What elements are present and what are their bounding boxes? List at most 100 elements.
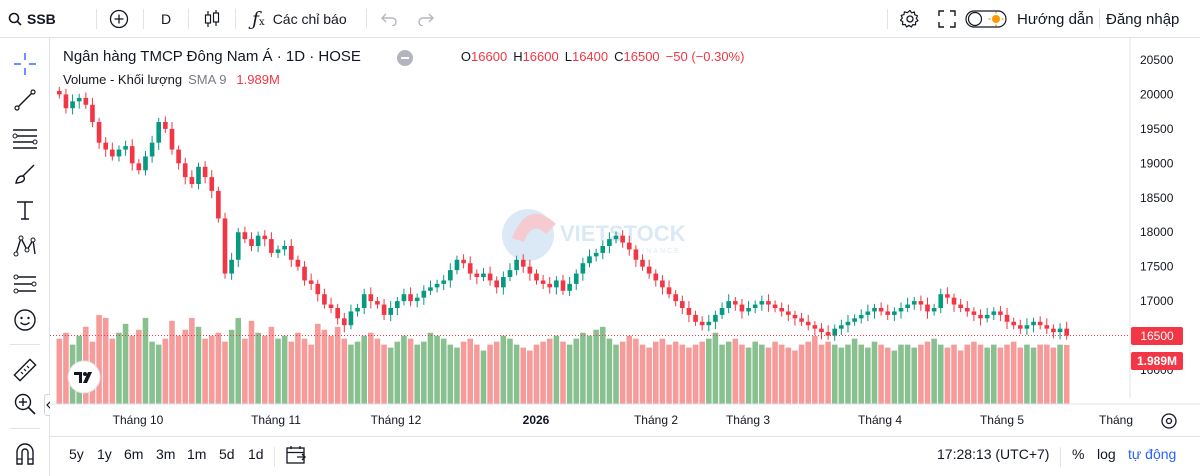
volume-bar [1063, 344, 1070, 404]
measure-tool[interactable] [11, 356, 39, 384]
candle-body [156, 122, 162, 143]
time-axis[interactable]: Tháng 10 Tháng 11 Tháng 12 2026 Tháng 2 Tháng… [113, 413, 1133, 427]
candle-body [898, 308, 904, 312]
candle-body [83, 97, 89, 105]
toolbar-divider [188, 9, 189, 29]
settings-button[interactable] [900, 0, 920, 38]
log-toggle[interactable]: log [1097, 446, 1116, 462]
volume-bar [414, 344, 420, 404]
volume-bar [175, 335, 182, 404]
volume-bar [812, 335, 818, 404]
candle-body [1051, 328, 1056, 333]
price-tick-label: 18000 [1140, 225, 1174, 239]
volume-bar [586, 335, 593, 404]
clock[interactable]: 17:28:13 (UTC+7) [937, 446, 1050, 462]
guide-link[interactable]: Hướng dẫn [1017, 10, 1094, 28]
redo-button[interactable] [417, 0, 435, 38]
candle-body [341, 318, 347, 326]
candle-body [90, 104, 95, 122]
volume-bar [1037, 344, 1043, 404]
login-button[interactable]: Đăng nhập [1106, 10, 1180, 28]
candle-body [308, 280, 314, 284]
range-3m[interactable]: 3m [156, 446, 176, 462]
candle-body [819, 328, 824, 333]
volume-bar [189, 317, 195, 404]
range-1m[interactable]: 1m [187, 446, 207, 462]
candle-body [660, 280, 665, 288]
compare-symbol-button[interactable] [109, 0, 129, 38]
volume-bar [255, 332, 261, 404]
volume-bar [573, 338, 580, 404]
fullscreen-button[interactable] [938, 0, 956, 38]
theme-toggle[interactable] [965, 0, 1007, 38]
auto-scale-toggle[interactable]: tự động [1128, 446, 1177, 462]
candle-body [984, 314, 990, 319]
pattern-tool[interactable] [11, 232, 39, 260]
candle-body [892, 311, 897, 315]
toolbar-divider [274, 447, 275, 467]
range-5y[interactable]: 5y [69, 446, 84, 462]
axis-settings-icon[interactable] [1161, 413, 1177, 429]
range-1d[interactable]: 1d [248, 446, 264, 462]
fib-tool[interactable] [11, 124, 39, 152]
prediction-tool[interactable] [11, 270, 39, 298]
candle-body [686, 308, 692, 315]
candle-body [613, 235, 619, 240]
volume-bar [785, 347, 792, 404]
candle-body [434, 283, 440, 288]
emoji-tool[interactable] [11, 306, 39, 334]
chart-type-button[interactable] [203, 0, 221, 38]
volume-bar [679, 344, 686, 404]
magnet-tool[interactable] [11, 440, 39, 468]
volume-bar [991, 344, 997, 404]
time-tick-label: 2026 [523, 413, 550, 427]
gear-icon [900, 9, 920, 29]
candle-body [646, 266, 652, 274]
percent-toggle[interactable]: % [1072, 446, 1085, 462]
text-tool[interactable] [11, 196, 39, 224]
candle-body [573, 273, 579, 284]
indicators-button[interactable]: ƒx Các chỉ báo [252, 0, 347, 38]
candle-body [474, 273, 480, 277]
price-axis[interactable]: 20500 20000 19500 19000 18500 18000 17500 17000… [1140, 53, 1174, 377]
open-key: O [460, 49, 472, 64]
candle-body [527, 266, 533, 274]
volume-bar [348, 344, 354, 404]
volume-bar [341, 338, 348, 404]
candle-body [918, 301, 924, 305]
range-6m[interactable]: 6m [124, 446, 144, 462]
brush-tool[interactable] [11, 160, 39, 188]
volume-bar [500, 335, 507, 404]
volume-bar [374, 338, 381, 404]
candle-body [905, 304, 910, 308]
date-range-button[interactable] [285, 444, 307, 466]
trend-line-tool[interactable] [11, 86, 39, 114]
range-1y[interactable]: 1y [97, 446, 112, 462]
candle-body [964, 308, 970, 312]
redo-icon [417, 12, 435, 26]
smiley-icon [13, 308, 37, 332]
crosshair-tool[interactable] [11, 50, 39, 78]
interval-button[interactable]: D [161, 11, 172, 27]
volume-bar [918, 344, 924, 404]
chart-legend: Ngân hàng TMCP Đông Nam Á · 1D · HOSE O1… [63, 48, 744, 65]
price-chart[interactable]: VIETSTOCK FINANCE 2050020000195001900018… [50, 38, 1200, 436]
theme-toggle-switch [965, 8, 1007, 30]
symbol-search-button[interactable]: SSB [8, 0, 56, 38]
volume-bar [421, 341, 427, 404]
zoom-in-tool[interactable] [11, 390, 39, 418]
volume-label: Volume - Khối lượng [63, 72, 183, 87]
tradingview-logo[interactable] [67, 360, 101, 394]
candle-body [640, 259, 645, 267]
undo-button[interactable] [380, 0, 398, 38]
volume-bar [719, 344, 725, 404]
function-icon: ƒx [252, 8, 265, 30]
candle-body [222, 218, 228, 274]
range-5d[interactable]: 5d [219, 446, 235, 462]
legend-collapse-button[interactable] [397, 50, 413, 66]
toolbar-divider [1060, 447, 1061, 467]
candle-body [209, 177, 215, 191]
candle-body [845, 321, 851, 326]
candle-body [885, 311, 891, 315]
volume-bar [898, 344, 904, 404]
